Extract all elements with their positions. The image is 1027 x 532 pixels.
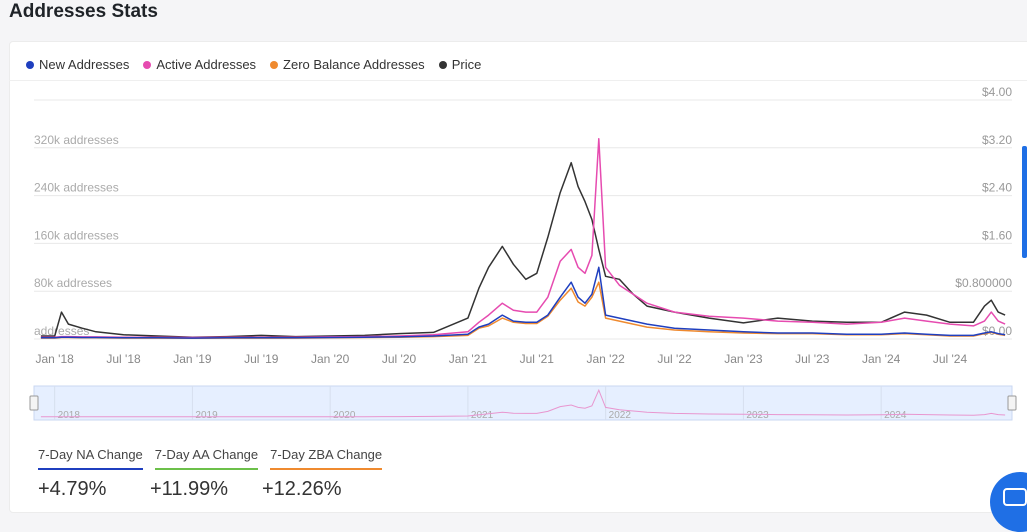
x-axis-tick-label: Jan '20 (311, 352, 350, 366)
navigator-label: 2022 (609, 410, 632, 421)
na-change-value: +4.79% (38, 478, 107, 500)
series-line-zero-balance-addresses (40, 281, 1006, 340)
x-axis-tick-label: Jan '19 (173, 352, 212, 366)
tab-label: 7-Day AA Change (154, 447, 259, 462)
legend-item-zero-balance-addresses[interactable]: Zero Balance Addresses (270, 57, 425, 72)
series-line-active-addresses (40, 138, 1006, 339)
x-axis-tick-label: Jul '18 (106, 352, 141, 366)
scrollbar-thumb[interactable] (1022, 146, 1027, 258)
left-axis-tick-label: addresses (34, 324, 89, 338)
x-axis-tick-label: Jul '22 (657, 352, 692, 366)
navigator-label: 2020 (333, 410, 356, 421)
x-axis-tick-label: Jan '18 (35, 352, 74, 366)
left-axis-tick-label: 320k addresses (34, 133, 119, 147)
line-chart: $0.00 $0.800000 $1.60 $2.40 $3.20 $4.00 addres… (29, 85, 1017, 421)
legend-dot-zero-balance-addresses (270, 60, 279, 69)
x-axis-tick-label: Jan '24 (862, 352, 901, 366)
navigator-label: 2023 (746, 410, 769, 421)
legend-dot-price (438, 60, 447, 69)
right-axis-tick-label: $0.800000 (955, 276, 1012, 290)
legend-item-price[interactable]: Price (438, 57, 482, 72)
chart-legend: New Addresses Active Addresses Zero Bala… (26, 57, 481, 72)
legend-item-new-addresses[interactable]: New Addresses (26, 57, 129, 72)
legend-label: New Addresses (39, 57, 130, 72)
legend-dot-active-addresses (143, 60, 152, 69)
navigator-label: 2019 (195, 410, 218, 421)
x-axis-tick-label: Jan '22 (586, 352, 625, 366)
legend-divider (9, 80, 1027, 81)
x-axis-tick-label: Jan '23 (724, 352, 763, 366)
chart-card (9, 41, 1027, 513)
x-axis-tick-label: Jul '23 (795, 352, 830, 366)
tab-aa-change[interactable]: 7-Day AA Change (154, 447, 259, 470)
page-title: Addresses Stats (9, 1, 158, 22)
right-axis-tick-label: $1.60 (982, 228, 1012, 242)
legend-label: Active Addresses (156, 57, 257, 72)
legend-label: Price (451, 57, 482, 72)
left-axis-tick-label: 240k addresses (34, 181, 119, 195)
tab-zba-change[interactable]: 7-Day ZBA Change (270, 447, 383, 470)
right-axis-tick-label: $0.00 (982, 324, 1012, 338)
legend-item-active-addresses[interactable]: Active Addresses (143, 57, 256, 72)
left-axis-tick-label: 80k addresses (34, 276, 112, 290)
tab-label: 7-Day ZBA Change (270, 447, 383, 462)
aa-change-value: +11.99% (150, 478, 229, 500)
right-axis-tick-label: $2.40 (982, 181, 1012, 195)
right-axis-tick-label: $4.00 (982, 85, 1012, 99)
right-axis-tick-label: $3.20 (982, 133, 1012, 147)
navigator-window (33, 385, 1013, 421)
x-axis-tick-label: Jul '24 (933, 352, 968, 366)
legend-label: Zero Balance Addresses (283, 57, 425, 72)
navigator-handle[interactable] (1007, 395, 1017, 411)
change-tabs: 7-Day NA Change 7-Day AA Change 7-Day ZB… (38, 447, 383, 470)
navigator-label: 2021 (471, 410, 494, 421)
tab-label: 7-Day NA Change (38, 447, 143, 462)
navigator-label: 2024 (884, 410, 907, 421)
x-axis-tick-label: Jul '21 (520, 352, 555, 366)
x-axis-tick-label: Jul '19 (244, 352, 279, 366)
navigator-label: 2018 (58, 410, 81, 421)
zba-change-value: +12.26% (262, 478, 342, 500)
navigator-handle[interactable] (29, 395, 39, 411)
legend-dot-new-addresses (26, 60, 34, 69)
chat-icon (1003, 488, 1027, 506)
series-line-new-addresses (40, 266, 1006, 339)
navigator-series-line (40, 388, 1006, 418)
left-axis-tick-label: 160k addresses (34, 228, 119, 242)
tab-na-change[interactable]: 7-Day NA Change (38, 447, 143, 470)
x-axis-tick-label: Jan '21 (449, 352, 488, 366)
x-axis-tick-label: Jul '20 (382, 352, 417, 366)
change-values: +4.79% +11.99% +12.26% (38, 478, 374, 501)
